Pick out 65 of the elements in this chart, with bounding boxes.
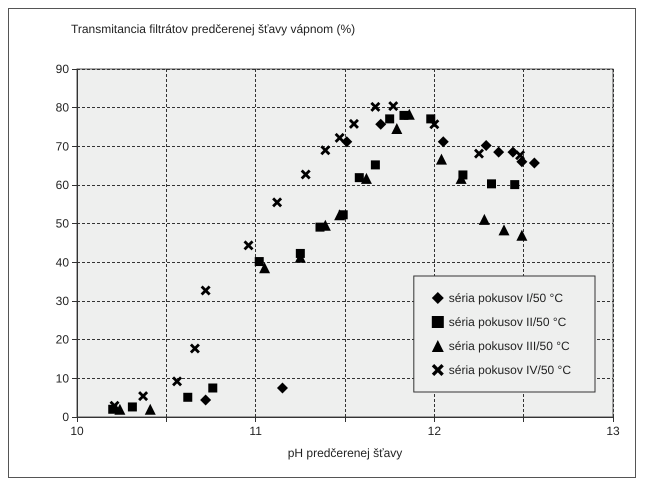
y-tick-label: 30: [56, 294, 70, 308]
point: [276, 382, 288, 394]
legend-label: séria pokusov II/50 °C: [448, 315, 567, 329]
legend-label: séria pokusov I/50 °C: [448, 291, 564, 305]
point: [391, 123, 402, 134]
point: [300, 170, 311, 180]
point: [334, 132, 345, 143]
point: [272, 197, 282, 208]
point: [388, 101, 398, 112]
point: [385, 114, 394, 124]
x-tick-label: 10: [70, 424, 84, 438]
x-tick-label: 11: [249, 424, 262, 438]
point: [183, 392, 192, 402]
y-tick-label: 0: [62, 410, 70, 424]
x-tick-label: 12: [428, 424, 442, 438]
point: [341, 136, 352, 148]
point: [208, 384, 218, 392]
point: [438, 136, 449, 148]
point: [370, 160, 380, 170]
point: [487, 179, 496, 188]
point: [354, 173, 364, 182]
point: [516, 230, 528, 241]
point: [259, 262, 270, 274]
y-tick-label: 90: [56, 62, 70, 76]
y-tick-label: 60: [56, 178, 70, 192]
point: [429, 119, 440, 130]
x-tick-label: 13: [606, 424, 620, 438]
point: [128, 402, 137, 412]
point: [254, 257, 264, 266]
point: [360, 172, 372, 184]
y-tick-label: 70: [56, 139, 70, 154]
point: [190, 344, 200, 354]
point: [200, 394, 212, 406]
y-axis-title: Transmitancia filtrátov predčerenej šťavy vápnom (%): [71, 22, 356, 36]
point: [334, 209, 346, 220]
point: [375, 118, 386, 130]
point: [478, 214, 490, 225]
point: [172, 376, 182, 386]
legend-label: séria pokusov IV/50 °C: [448, 363, 572, 377]
legend-label: séria pokusov III/50 °C: [448, 339, 570, 353]
y-tick-label: 80: [56, 100, 70, 115]
y-tick-label: 50: [56, 216, 70, 231]
y-tick-label: 40: [56, 255, 70, 270]
y-tick-label: 10: [56, 371, 70, 386]
point: [348, 118, 359, 129]
point: [404, 108, 415, 120]
point: [510, 180, 520, 190]
point: [474, 148, 484, 159]
y-tick-label: 20: [56, 332, 70, 347]
point: [515, 150, 526, 160]
point: [480, 140, 492, 152]
point: [370, 102, 380, 112]
point: [493, 146, 504, 158]
point: [114, 404, 126, 415]
x-axis-title: pH predčerenej šťavy: [288, 446, 402, 460]
point: [200, 286, 211, 296]
point: [528, 157, 540, 168]
point: [507, 146, 518, 158]
point: [144, 404, 156, 415]
point: [320, 145, 330, 156]
point: [498, 224, 510, 236]
point: [244, 240, 254, 250]
point: [436, 154, 447, 165]
point: [138, 391, 148, 402]
point: [110, 400, 120, 411]
